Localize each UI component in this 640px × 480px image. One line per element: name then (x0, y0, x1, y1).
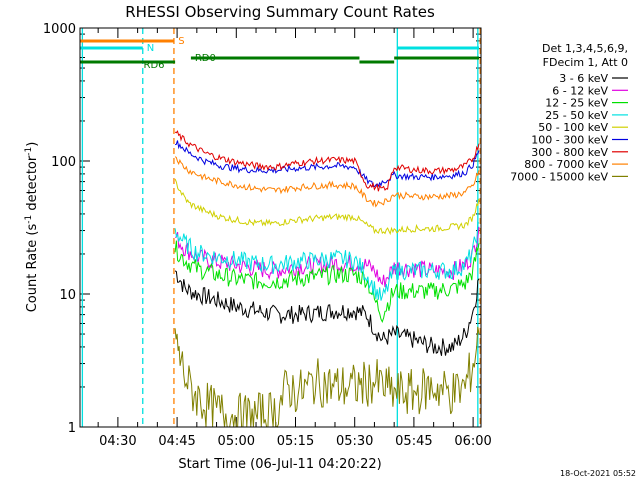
y-tick-label: 1000 (43, 22, 76, 37)
series-line-50-100-kev (174, 178, 480, 236)
series-line-300-800-kev (174, 130, 480, 192)
legend-label-6-12-kev: 6 - 12 keV (552, 84, 608, 97)
y-axis-label-sup2: -1 (24, 147, 34, 156)
series-line-3-6-kev (174, 270, 480, 356)
x-tick-label: 06:00 (454, 434, 491, 449)
plot-frame (79, 27, 482, 428)
y-tick-label: 1 (68, 421, 76, 436)
series-line-800-7000-kev (174, 156, 480, 208)
x-tick-label: 04:45 (158, 434, 195, 449)
legend-label-3-6-kev: 3 - 6 keV (559, 72, 608, 85)
chart-title: RHESSI Observing Summary Count Rates (125, 3, 435, 21)
y-tick-label: 100 (51, 155, 76, 170)
y-axis-label-mid: detector (25, 155, 40, 215)
state-label-rd0: RD0 (195, 53, 216, 64)
legend: Det 1,3,4,5,6,9, FDecim 1, Att 0 3 - 6 k… (510, 42, 628, 183)
y-axis-label: Count Rate (s-1 detector-1) (24, 142, 40, 313)
state-label-n: N (147, 43, 154, 54)
y-axis-label-post: ) (25, 142, 40, 147)
legend-header-2: FDecim 1, Att 0 (543, 56, 628, 69)
x-tick-label: 05:15 (277, 434, 314, 449)
x-axis-label: Start Time (06-Jul-11 04:20:22) (178, 457, 381, 472)
legend-label-100-300-kev: 100 - 300 keV (531, 134, 608, 147)
legend-label-300-800-kev: 300 - 800 keV (531, 146, 608, 159)
legend-header-1: Det 1,3,4,5,6,9, (542, 42, 628, 55)
legend-label-25-50-kev: 25 - 50 keV (545, 109, 608, 122)
y-tick-label: 10 (59, 288, 76, 303)
state-label-s: S (178, 36, 184, 47)
y-axis-label-pre: Count Rate (s (25, 224, 40, 313)
state-label-rd6: RD6 (144, 60, 165, 71)
series-line-7000-15000-kev (174, 326, 480, 428)
legend-label-800-7000-kev: 800 - 7000 keV (524, 158, 608, 171)
y-axis-label-sup1: -1 (24, 215, 34, 224)
series-line-100-300-kev (174, 140, 480, 188)
series-line-12-25-kev (174, 240, 480, 323)
x-tick-label: 04:30 (99, 434, 136, 449)
generated-timestamp: 18-Oct-2021 05:52 (560, 469, 636, 478)
plot-area: 1 10 100 1000 04:30 04:45 05:00 05:15 05:30 05:45… (43, 22, 492, 449)
legend-label-12-25-kev: 12 - 25 keV (545, 97, 608, 110)
series-line-25-50-kev (174, 221, 480, 301)
x-tick-label: 05:30 (336, 434, 373, 449)
x-tick-label: 05:45 (395, 434, 432, 449)
legend-label-7000-15000-kev: 7000 - 15000 keV (510, 170, 608, 183)
x-tick-label: 05:00 (218, 434, 255, 449)
legend-label-50-100-kev: 50 - 100 keV (538, 121, 608, 134)
